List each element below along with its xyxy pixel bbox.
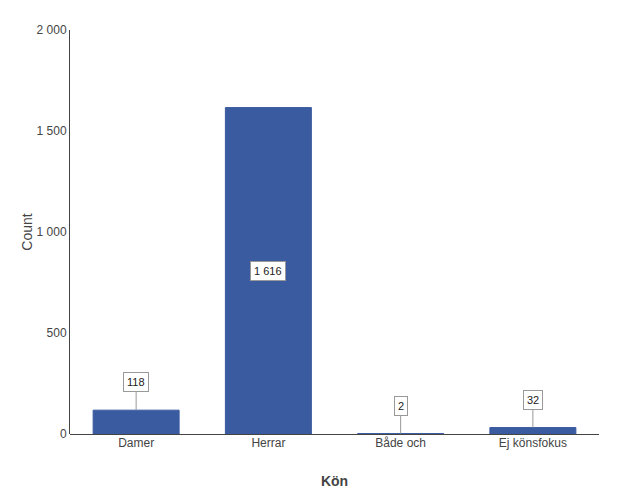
svg-text:500: 500 <box>47 326 67 340</box>
svg-text:32: 32 <box>527 394 539 406</box>
svg-text:1 000: 1 000 <box>37 225 67 239</box>
svg-text:Ej könsfokus: Ej könsfokus <box>499 436 567 450</box>
svg-text:Kön: Kön <box>321 473 348 489</box>
svg-text:1 616: 1 616 <box>254 265 282 277</box>
svg-text:Count: Count <box>19 213 35 250</box>
svg-text:1 500: 1 500 <box>37 124 67 138</box>
svg-text:0: 0 <box>60 427 67 441</box>
svg-text:Både och: Både och <box>375 436 426 450</box>
svg-text:2 000: 2 000 <box>37 23 67 37</box>
svg-text:118: 118 <box>127 376 145 388</box>
svg-text:2: 2 <box>398 400 404 412</box>
svg-text:Herrar: Herrar <box>251 436 285 450</box>
svg-text:Damer: Damer <box>118 436 154 450</box>
